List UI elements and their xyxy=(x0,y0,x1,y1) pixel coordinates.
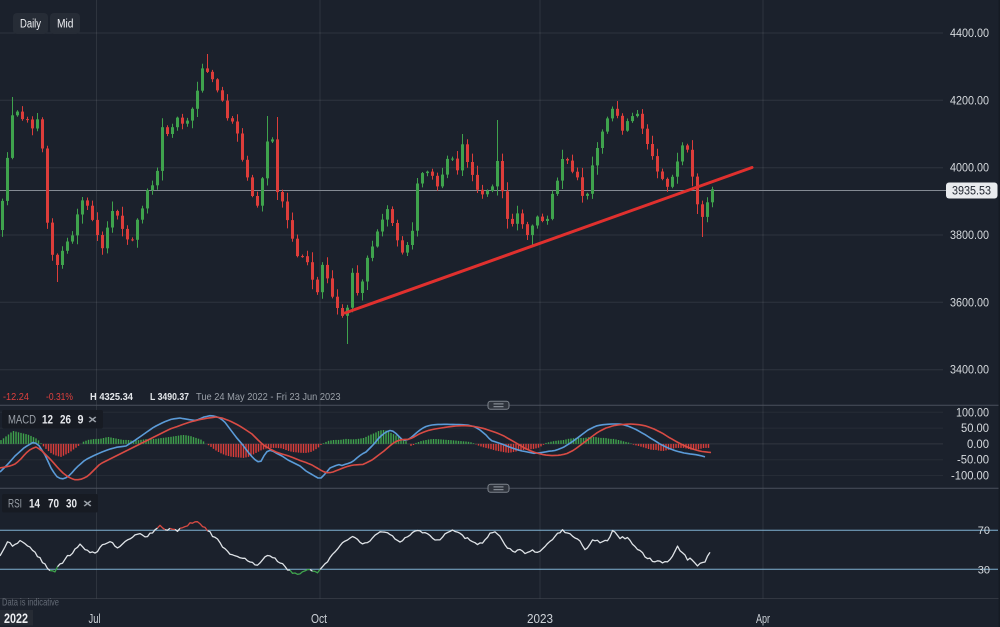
svg-text:RSI: RSI xyxy=(8,499,22,511)
svg-text:9: 9 xyxy=(78,415,84,427)
svg-text:-50.00: -50.00 xyxy=(957,455,989,467)
svg-text:3935.53: 3935.53 xyxy=(952,186,991,198)
svg-text:14: 14 xyxy=(29,499,41,511)
svg-text:Jul: Jul xyxy=(89,612,101,626)
svg-text:30: 30 xyxy=(978,564,990,576)
svg-text:Daily: Daily xyxy=(20,19,41,31)
svg-text:×: × xyxy=(88,415,97,427)
svg-text:-100.00: -100.00 xyxy=(951,471,989,483)
svg-text:3800.00: 3800.00 xyxy=(950,230,989,242)
svg-text:Apr: Apr xyxy=(756,612,770,626)
svg-text:30: 30 xyxy=(66,499,77,511)
svg-text:-0.31%: -0.31% xyxy=(46,391,73,403)
svg-text:26: 26 xyxy=(60,415,71,427)
svg-text:2023: 2023 xyxy=(527,612,553,626)
svg-text:50.00: 50.00 xyxy=(961,423,989,435)
svg-text:70: 70 xyxy=(48,499,59,511)
svg-text:4200.00: 4200.00 xyxy=(950,95,989,107)
svg-text:3600.00: 3600.00 xyxy=(950,297,989,309)
svg-text:Oct: Oct xyxy=(311,612,327,626)
svg-text:100.00: 100.00 xyxy=(956,407,989,419)
svg-text:4400.00: 4400.00 xyxy=(950,28,989,40)
svg-text:70: 70 xyxy=(978,525,990,537)
svg-text:4000.00: 4000.00 xyxy=(950,163,989,175)
svg-text:3400.00: 3400.00 xyxy=(950,365,989,377)
svg-text:Data is indicative: Data is indicative xyxy=(2,598,59,609)
svg-text:2022: 2022 xyxy=(4,611,28,626)
svg-text:Tue 24 May 2022 - Fri 23 Jun 2: Tue 24 May 2022 - Fri 23 Jun 2023 xyxy=(196,391,341,403)
svg-text:-12.24: -12.24 xyxy=(3,391,29,403)
svg-text:0.00: 0.00 xyxy=(967,439,989,451)
svg-text:Mid: Mid xyxy=(57,19,74,31)
svg-text:12: 12 xyxy=(42,415,53,427)
svg-text:×: × xyxy=(83,499,92,511)
svg-text:MACD: MACD xyxy=(8,415,36,427)
svg-text:L 3490.37: L 3490.37 xyxy=(150,391,189,403)
svg-text:H 4325.34: H 4325.34 xyxy=(90,391,133,403)
